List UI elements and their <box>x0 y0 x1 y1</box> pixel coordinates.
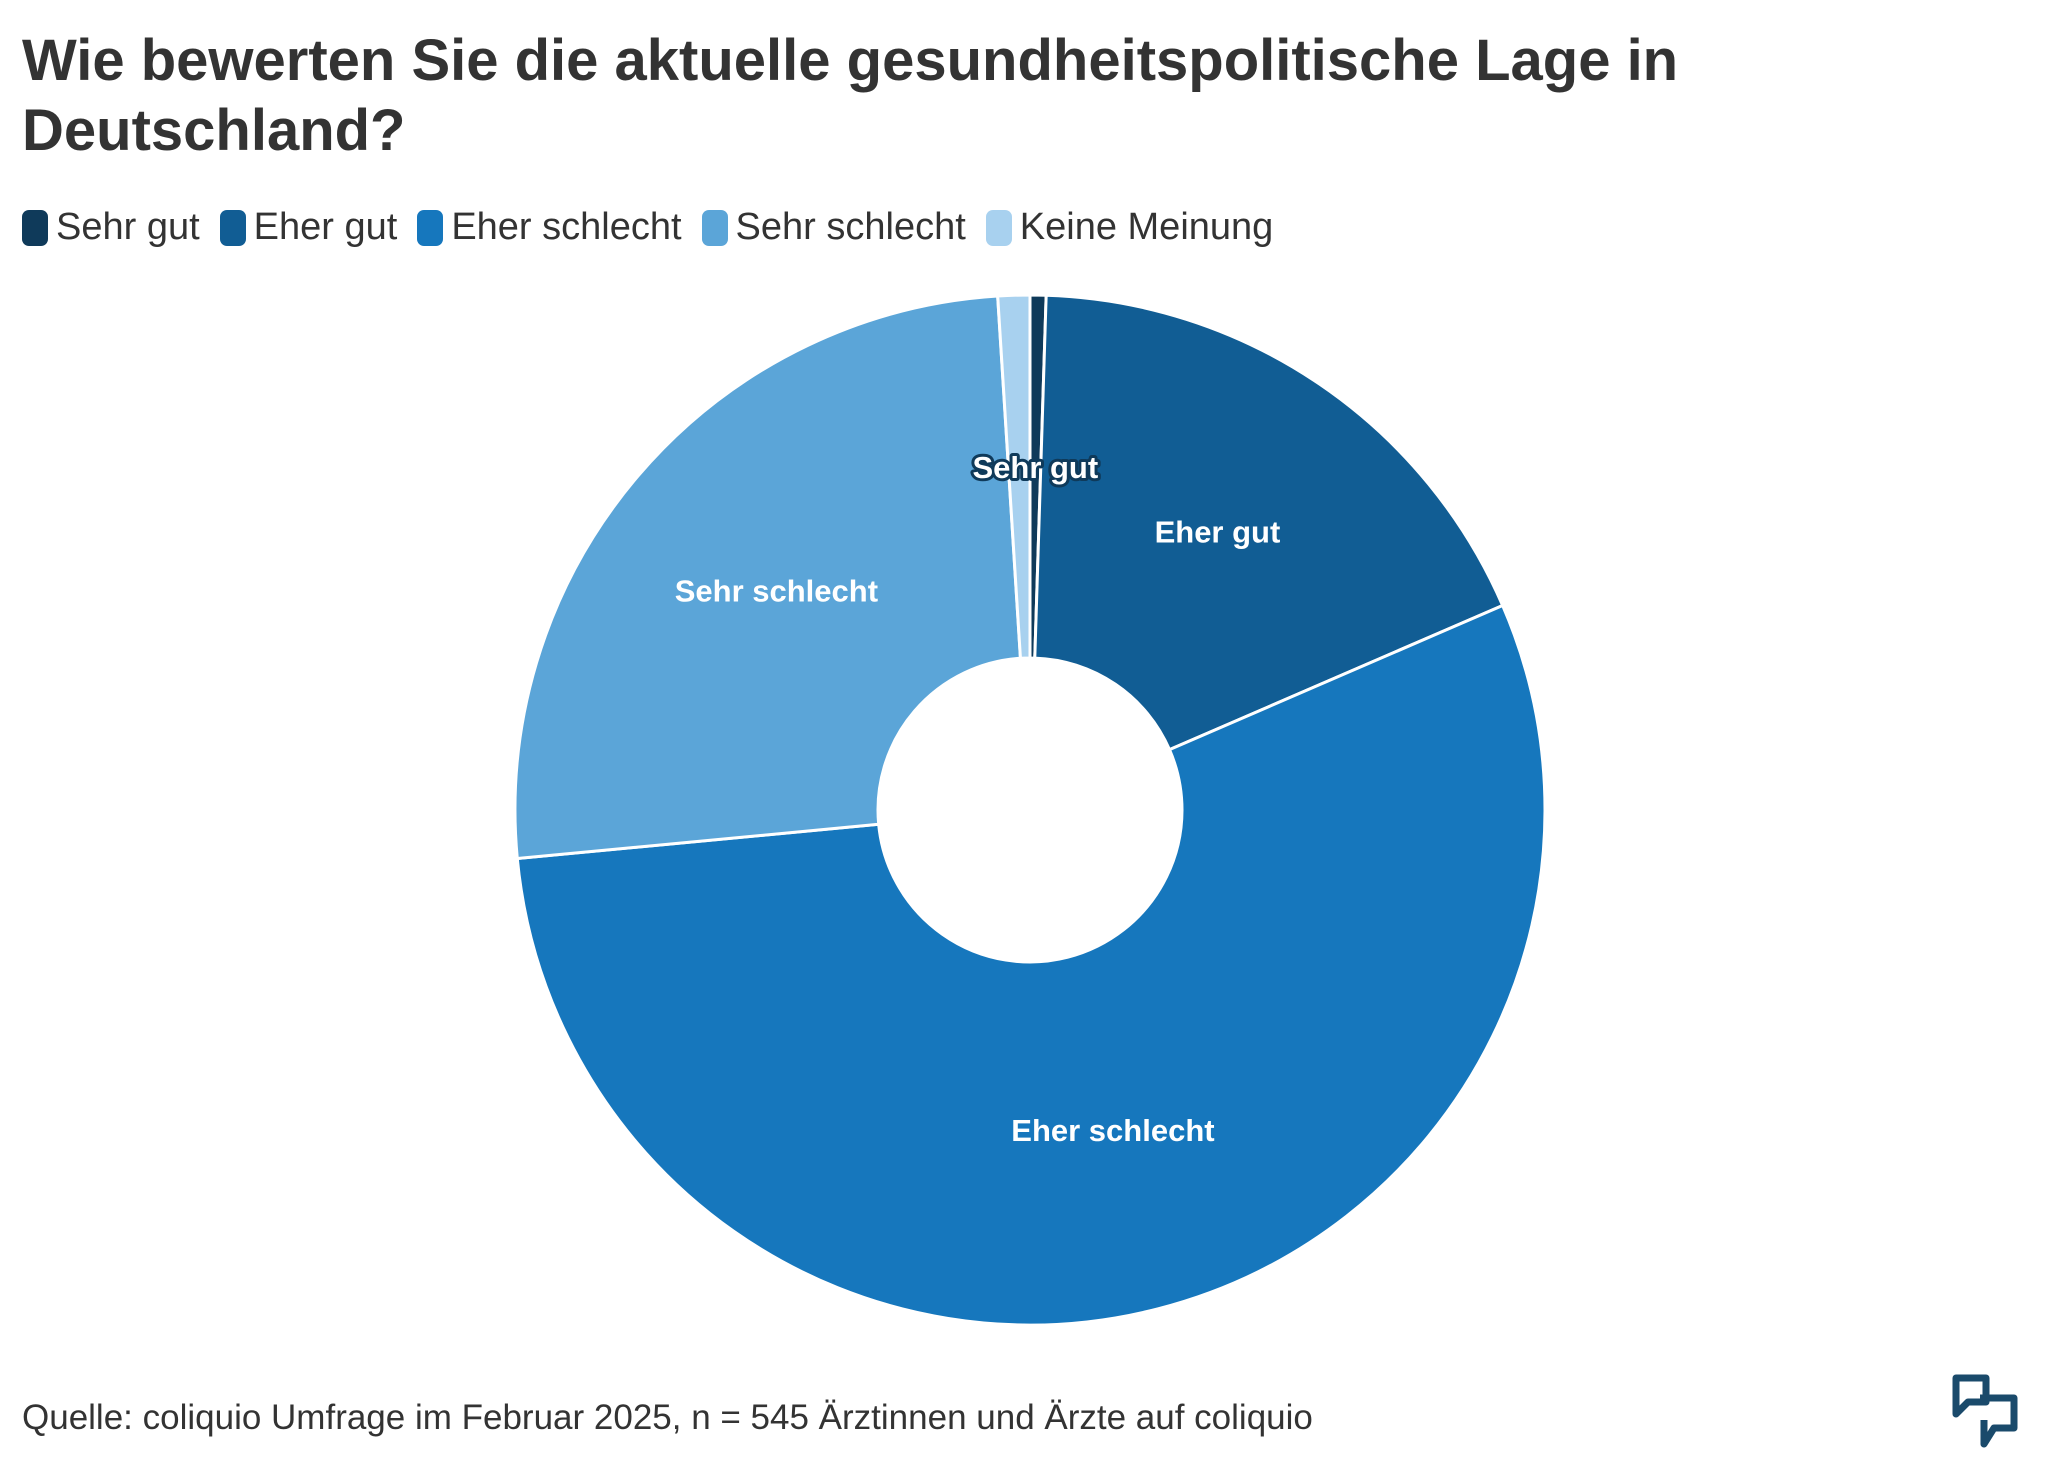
coliquio-logo-icon <box>1952 1374 2018 1448</box>
legend-swatch <box>219 209 246 246</box>
slice-eher-gut[interactable] <box>1033 293 1505 752</box>
legend-item-keine-meinung[interactable]: Keine Meinung <box>985 206 1274 249</box>
legend-label: Sehr schlecht <box>735 206 966 248</box>
legend-label: Eher schlecht <box>451 206 682 248</box>
legend-swatch <box>22 209 48 246</box>
slice-label-eher-schlecht: Eher schlecht <box>1011 1113 1214 1148</box>
legend-swatch <box>985 209 1012 246</box>
legend-swatch <box>417 209 444 246</box>
legend-label: Sehr gut <box>56 206 200 248</box>
chart-title: Wie bewerten Sie die aktuelle gesundheit… <box>22 28 1679 163</box>
legend-item-eher-schlecht[interactable]: Eher schlecht <box>417 206 682 249</box>
slice-label-eher-gut: Eher gut <box>1155 514 1281 549</box>
legend-label: Keine Meinung <box>1019 206 1274 248</box>
slice-eher-schlecht[interactable] <box>515 603 1547 1327</box>
slice-label-sehr-schlecht: Sehr schlecht <box>675 574 878 609</box>
slice-sehr-schlecht[interactable] <box>513 294 1023 861</box>
legend: Sehr gut Eher gut Eher schlecht Sehr sch… <box>22 206 1293 249</box>
legend-swatch <box>701 209 728 246</box>
source-note: Quelle: coliquio Umfrage im Februar 2025… <box>22 1398 1313 1437</box>
slice-keine-meinung[interactable] <box>996 293 1032 660</box>
legend-item-eher-gut[interactable]: Eher gut <box>219 206 398 249</box>
legend-label: Eher gut <box>253 206 398 248</box>
legend-item-sehr-schlecht[interactable]: Sehr schlecht <box>701 206 966 249</box>
slice-label-sehr-gut: Sehr gut <box>972 450 1098 485</box>
legend-item-sehr-gut[interactable]: Sehr gut <box>22 206 200 249</box>
